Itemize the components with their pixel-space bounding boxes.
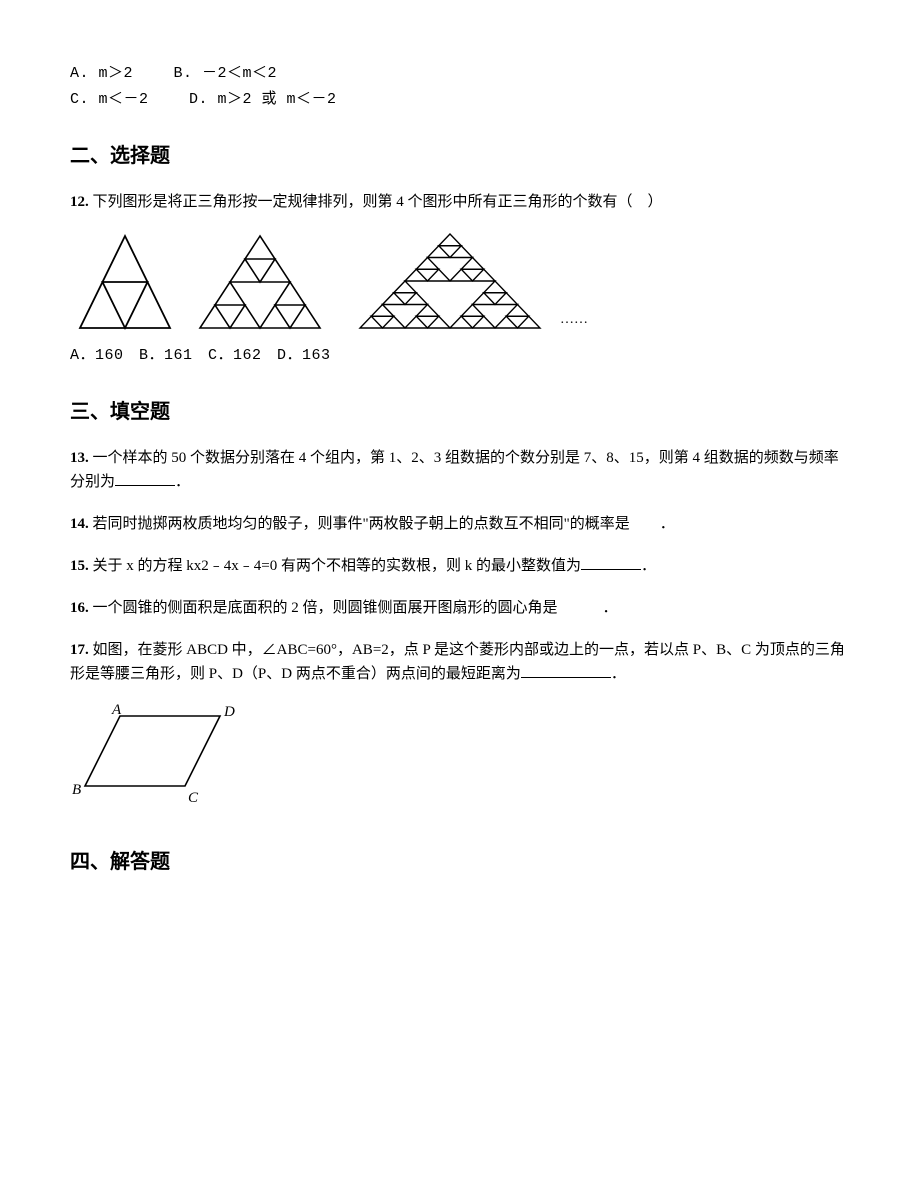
label-A: A (112, 698, 121, 722)
q11-opt-a: A. m＞2 (70, 65, 133, 82)
section-4-title: 四、解答题 (70, 846, 850, 878)
q11-option-line-1: A. m＞2 B. －2＜m＜2 (70, 62, 850, 86)
question-13: 13. 一个样本的 50 个数据分别落在 4 个组内，第 1、2、3 组数据的个… (70, 446, 850, 494)
q11-opt-d: D. m＞2 或 m＜－2 (189, 91, 337, 108)
q17-text1: 如图，在菱形 ABCD 中，∠ABC=60°，AB=2，点 P 是这个菱形内部或… (70, 642, 845, 682)
q17-num: 17. (70, 642, 89, 658)
q12-num: 12. (70, 194, 89, 210)
q15-text1: 关于 x 的方程 kx2﹣4x﹣4=0 有两个不相等的实数根，则 k 的最小整数… (93, 558, 581, 574)
section-2-title: 二、选择题 (70, 140, 850, 172)
q11-opt-c: C. m＜－2 (70, 91, 149, 108)
question-15: 15. 关于 x 的方程 kx2﹣4x﹣4=0 有两个不相等的实数根，则 k 的… (70, 554, 850, 578)
q14-num: 14. (70, 516, 89, 532)
q13-num: 13. (70, 450, 89, 466)
question-14: 14. 若同时抛掷两枚质地均匀的骰子，则事件"两枚骰子朝上的点数互不相同"的概率… (70, 512, 850, 536)
q16-text: 一个圆锥的侧面积是底面积的 2 倍，则圆锥侧面展开图扇形的圆心角是 ． (93, 600, 618, 616)
q14-text: 若同时抛掷两枚质地均匀的骰子，则事件"两枚骰子朝上的点数互不相同"的概率是 ． (93, 516, 675, 532)
q11-option-line-2: C. m＜－2 D. m＞2 或 m＜－2 (70, 88, 850, 112)
q12-figures: …… (70, 228, 850, 338)
q12-options: A．160 B．161 C．162 D．163 (70, 344, 850, 368)
question-12: 12. 下列图形是将正三角形按一定规律排列，则第 4 个图形中所有正三角形的个数… (70, 190, 850, 368)
section-3-title: 三、填空题 (70, 396, 850, 428)
q11-opt-b: B. －2＜m＜2 (174, 65, 278, 82)
label-D: D (224, 700, 235, 724)
q12-text: 下列图形是将正三角形按一定规律排列，则第 4 个图形中所有正三角形的个数有（ ） (93, 194, 663, 210)
label-C: C (188, 786, 198, 810)
q15-text2: ． (641, 558, 656, 574)
sierpinski-triangles-svg: …… (70, 228, 630, 338)
q17-figure: A D B C (70, 696, 250, 816)
ellipsis-text: …… (560, 312, 588, 327)
q13-text2: ． (175, 474, 190, 490)
q16-num: 16. (70, 600, 89, 616)
q17-text2: ． (611, 666, 626, 682)
q15-blank (581, 554, 641, 570)
q17-blank (521, 662, 611, 678)
q15-num: 15. (70, 558, 89, 574)
label-B: B (72, 778, 81, 802)
question-17: 17. 如图，在菱形 ABCD 中，∠ABC=60°，AB=2，点 P 是这个菱… (70, 638, 850, 816)
question-16: 16. 一个圆锥的侧面积是底面积的 2 倍，则圆锥侧面展开图扇形的圆心角是 ． (70, 596, 850, 620)
q13-blank (115, 470, 175, 486)
rhombus-svg (70, 696, 250, 806)
